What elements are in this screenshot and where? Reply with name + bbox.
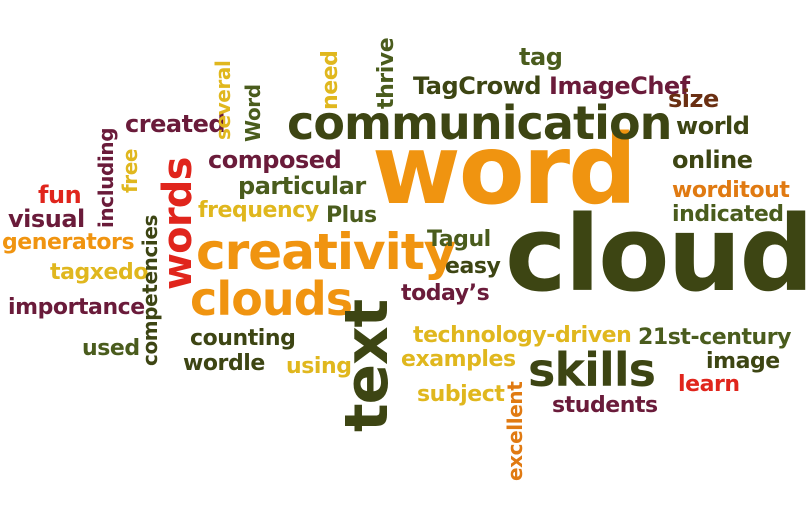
word-tagxedo: tagxedo: [50, 260, 149, 285]
word-counting: counting: [190, 326, 296, 351]
word-used: used: [82, 336, 140, 361]
word-plus: Plus: [326, 203, 377, 228]
word-easy: easy: [445, 254, 501, 279]
word-free: free: [118, 148, 142, 193]
word-online: online: [672, 146, 753, 174]
word-importance: importance: [8, 295, 145, 320]
word-frequency: frequency: [198, 198, 319, 223]
word-21st-century: 21st-century: [638, 325, 792, 350]
word-wordle: wordle: [183, 351, 265, 376]
word-todays: today’s: [401, 281, 490, 306]
word-word-capitalized: Word: [241, 84, 265, 142]
word-tag: tag: [519, 43, 563, 71]
word-text: text: [332, 300, 402, 432]
word-world: world: [676, 112, 750, 140]
word-several: several: [211, 60, 235, 141]
word-composed: composed: [208, 146, 342, 174]
word-technology-driven: technology-driven: [413, 323, 632, 348]
word-thrive: thrive: [374, 37, 399, 109]
word-excellent: excellent: [503, 381, 527, 481]
word-worditout: worditout: [672, 178, 790, 203]
word-need: need: [318, 50, 343, 111]
word-visual: visual: [8, 205, 85, 233]
word-words: words: [155, 157, 201, 290]
word-competencies: competencies: [138, 214, 162, 366]
word-indicated: indicated: [672, 202, 784, 227]
word-using: using: [286, 354, 352, 379]
word-cloud: cloud: [505, 193, 812, 315]
word-created: created: [125, 110, 226, 138]
word-communication: communication: [287, 96, 672, 150]
word-including: including: [94, 127, 118, 228]
word-tagul: Tagul: [427, 227, 491, 252]
word-generators: generators: [2, 230, 135, 255]
word-particular: particular: [238, 172, 366, 200]
word-fun: fun: [38, 181, 82, 209]
word-subject: subject: [417, 382, 505, 407]
word-examples: examples: [401, 347, 516, 372]
word-image: image: [706, 349, 780, 374]
word-word: word: [372, 114, 637, 226]
word-imagechef: ImageChef: [549, 72, 690, 100]
word-skills: skills: [528, 343, 656, 397]
word-size: size: [668, 85, 719, 113]
word-students: students: [552, 393, 658, 418]
word-tagcrowd: TagCrowd: [413, 72, 542, 100]
word-learn: learn: [678, 372, 740, 397]
word-clouds: clouds: [190, 272, 353, 326]
word-creativity: creativity: [196, 223, 456, 281]
